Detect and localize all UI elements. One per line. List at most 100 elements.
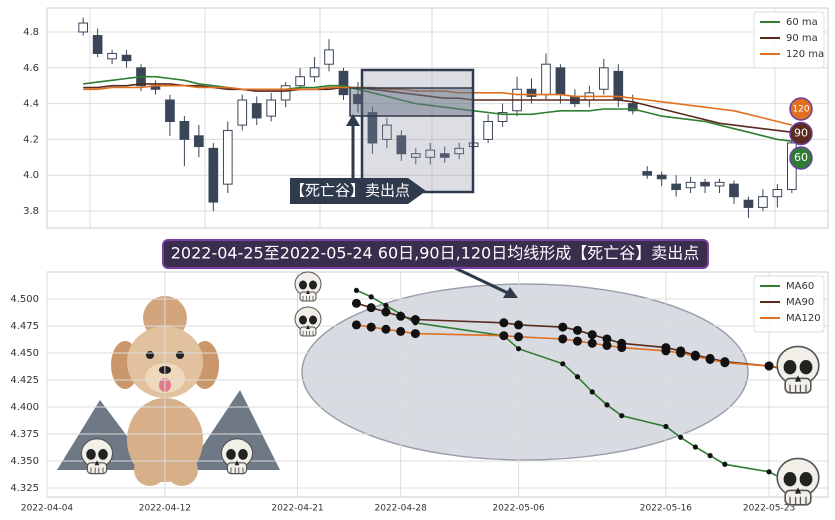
point xyxy=(764,361,774,371)
candle-body xyxy=(671,183,681,191)
point xyxy=(514,320,524,330)
title-arrow-head xyxy=(503,287,518,298)
point xyxy=(368,294,374,300)
point xyxy=(499,318,509,328)
arrow-head xyxy=(346,114,360,126)
title-arrow xyxy=(454,266,513,297)
point xyxy=(572,325,582,335)
x-tick-label: 2022-04-21 xyxy=(271,504,323,514)
point xyxy=(558,334,568,344)
point xyxy=(381,307,391,317)
y-tick-label: 4.450 xyxy=(10,348,39,359)
candle-body xyxy=(425,149,436,158)
candle-body xyxy=(280,85,291,101)
candle-body xyxy=(483,120,493,140)
y-tick-label: 4.8 xyxy=(23,27,39,38)
candle-body xyxy=(772,189,783,198)
ma-line xyxy=(83,75,792,142)
ma-badge xyxy=(789,121,813,146)
legend-label: MA60 xyxy=(786,281,814,292)
candle-body xyxy=(758,196,768,208)
point xyxy=(707,453,713,459)
candle-body xyxy=(208,147,219,203)
point xyxy=(410,315,420,325)
point xyxy=(602,334,612,344)
top-annotation: 【死亡谷】卖出点 xyxy=(290,68,475,204)
candle-body xyxy=(642,171,653,176)
y-tick-label: 4.0 xyxy=(23,170,39,181)
legend-label: MA120 xyxy=(786,313,821,324)
candle-body xyxy=(107,52,117,60)
candle-body xyxy=(179,120,190,140)
candle-body xyxy=(338,70,349,96)
point xyxy=(381,324,391,334)
point xyxy=(602,340,612,350)
candle-body xyxy=(497,112,508,122)
candle-body xyxy=(194,135,204,148)
y-tick-label: 4.425 xyxy=(10,375,39,386)
point xyxy=(353,287,360,293)
x-tick-label: 2022-04-12 xyxy=(139,504,191,514)
skull xyxy=(776,457,820,506)
point xyxy=(617,343,627,353)
point xyxy=(663,423,669,430)
candle-body xyxy=(251,103,262,119)
y-tick-label: 4.500 xyxy=(10,294,39,305)
candle-body xyxy=(367,112,378,144)
y-tick-label: 4.6 xyxy=(23,63,39,74)
candle-body xyxy=(78,22,88,33)
y-tick-label: 4.350 xyxy=(10,456,39,467)
top-chart: 3.8 4.0 4.2 4.4 4.6 4.8 60 90 120 60 ma 90 ma 120 m… xyxy=(23,11,828,219)
x-tick-label: 2022-05-06 xyxy=(492,504,545,514)
point xyxy=(351,320,361,330)
candle-body xyxy=(410,153,421,158)
y-tick-label: 3.8 xyxy=(23,206,39,217)
title-banner: 2022-04-25至2022-05-24 60日,90日,120日均线形成【死… xyxy=(162,239,709,269)
y-tick-label: 4.325 xyxy=(10,483,39,494)
candle-body xyxy=(729,183,739,198)
candle-body xyxy=(92,35,103,54)
candle-body xyxy=(526,88,537,97)
point xyxy=(499,331,509,341)
title-box xyxy=(162,239,709,269)
skulls xyxy=(80,266,820,506)
candle-body xyxy=(700,181,710,187)
y-tick-label: 4.2 xyxy=(23,134,39,145)
ma-badge xyxy=(789,146,813,170)
point xyxy=(515,346,522,352)
ma-badge xyxy=(789,97,813,121)
point xyxy=(722,461,728,467)
y-tick-label: 4.375 xyxy=(10,429,39,440)
candle-body xyxy=(656,174,667,180)
point xyxy=(514,332,524,342)
candle-body xyxy=(439,153,450,158)
annotation-text: 【死亡谷】卖出点 xyxy=(290,182,410,200)
legend-label: 60 ma xyxy=(786,17,818,28)
candle-body xyxy=(714,181,725,187)
candle-body xyxy=(165,99,175,122)
point xyxy=(604,402,610,408)
candle-body xyxy=(222,129,233,185)
candle-body xyxy=(324,49,334,65)
y-tick-label: 4.4 xyxy=(23,99,39,110)
highlight-ellipse xyxy=(301,283,749,461)
ma-line xyxy=(83,83,792,133)
candle-body xyxy=(121,54,132,62)
point xyxy=(396,326,406,336)
candle-body xyxy=(454,147,465,155)
point xyxy=(587,330,597,340)
point xyxy=(366,303,376,313)
ma-badge-label: 120 xyxy=(792,105,809,115)
x-tick-label: 2022-05-23 xyxy=(743,504,795,514)
ma-badge-label: 60 xyxy=(794,151,808,164)
point xyxy=(560,361,566,367)
legend-label: 90 ma xyxy=(786,33,818,44)
candle-body xyxy=(309,67,320,78)
valley-band xyxy=(349,87,474,117)
bottom-chart: 4.500 4.475 4.450 4.425 4.400 4.375 4.350 4.325… xyxy=(10,272,828,514)
candle-body xyxy=(598,67,609,90)
legend-label: MA90 xyxy=(786,297,814,308)
candle-body xyxy=(627,103,638,112)
candle-body xyxy=(541,63,551,96)
